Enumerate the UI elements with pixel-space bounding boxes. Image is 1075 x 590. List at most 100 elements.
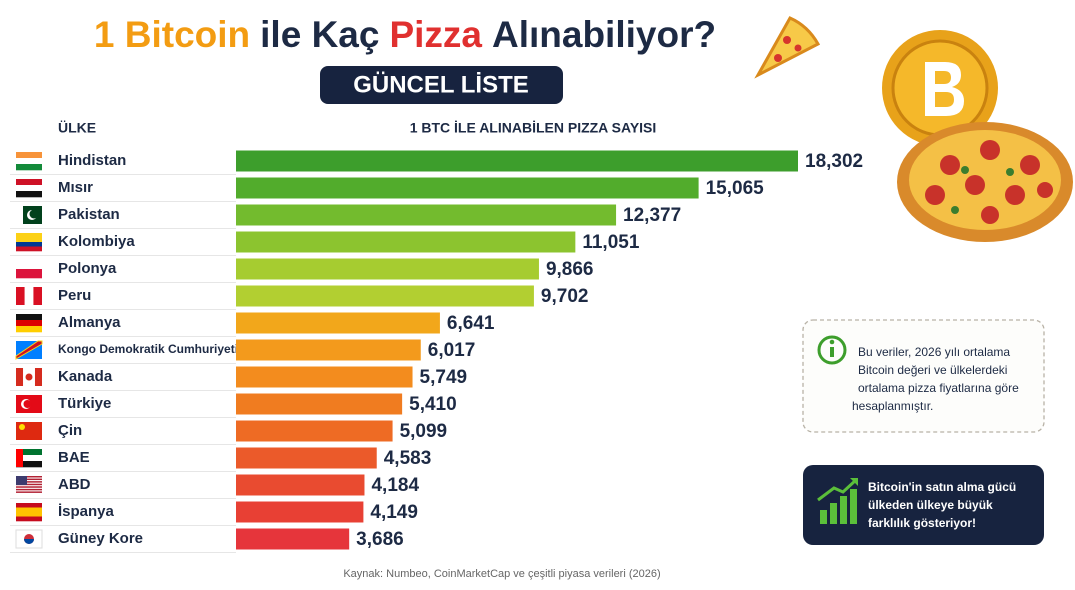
value-label: 5,099 (400, 421, 448, 442)
flag-stripe (16, 314, 42, 321)
growth-icon (817, 478, 858, 524)
flag-stripe (16, 237, 42, 243)
value-label: 9,702 (541, 286, 589, 307)
flag-stripe (16, 512, 42, 517)
flag-icon (16, 395, 42, 413)
flag-stripe (16, 488, 42, 491)
flag-part (16, 422, 42, 440)
value-label: 3,686 (356, 529, 404, 550)
flag-stripe (16, 179, 42, 186)
flag-part (23, 400, 32, 408)
bar (236, 447, 377, 469)
flag-part (34, 368, 42, 386)
flag-stripe (16, 185, 42, 192)
bar (236, 366, 413, 388)
flag-stripe (16, 320, 42, 327)
value-label: 18,302 (805, 151, 863, 172)
flag-stripe (16, 449, 42, 456)
callout-text: farklılık gösteriyor! (868, 516, 976, 530)
flag-icon (16, 503, 42, 522)
subtitle: GÜNCEL LİSTE (353, 71, 529, 98)
bar (236, 177, 699, 199)
flag-part (33, 287, 42, 305)
flag-icon (16, 179, 42, 198)
flag-part (25, 373, 33, 381)
flag-stripe (16, 481, 42, 483)
flag-stripe (16, 246, 42, 252)
category-header: ÜLKE (58, 120, 96, 136)
category-label: İspanya (58, 503, 115, 520)
bar (236, 474, 365, 496)
value-label: 12,377 (623, 205, 681, 226)
chart-title: 1 Bitcoin ile Kaç Pizza Alınabiliyor? (94, 14, 716, 55)
value-label: 9,866 (546, 259, 594, 280)
flag-stripe (16, 152, 42, 159)
value-header: 1 BTC İLE ALINABİLEN PIZZA SAYISI (410, 120, 657, 136)
flag-icon (16, 206, 42, 224)
flag-icon (15, 340, 43, 360)
title-part: 1 Bitcoin (94, 14, 250, 55)
title-part: ile Kaç (260, 14, 379, 55)
bar (236, 528, 350, 550)
category-label: Türkiye (58, 395, 111, 412)
title-part: Pizza (389, 14, 482, 55)
category-label: Kolombiya (58, 233, 135, 250)
note-text: ortalama pizza fiyatlarına göre (858, 381, 1019, 395)
flag-part (16, 287, 25, 305)
flag-part (16, 449, 23, 467)
flag-stripe (16, 233, 42, 238)
flag-stripe (16, 507, 42, 513)
subtitle-badge (320, 66, 563, 104)
flag-stripe (16, 483, 42, 486)
flag-icon (16, 233, 42, 252)
flag-stripe (16, 486, 42, 488)
flag-stripe (16, 476, 42, 478)
bar (236, 258, 539, 280)
category-label: Almanya (58, 314, 121, 331)
flag-part (24, 539, 34, 544)
flag-stripe (16, 491, 42, 493)
value-label: 4,184 (371, 475, 419, 496)
pizza-slice-icon (754, 16, 821, 79)
flag-icon (16, 314, 42, 333)
bar (236, 339, 421, 361)
value-label: 4,149 (370, 502, 418, 523)
value-label: 6,641 (447, 313, 495, 334)
category-label: Kongo Demokratik Cumhuriyeti (58, 342, 238, 356)
info-icon (817, 335, 847, 365)
note-text: Bitcoin değeri ve ülkelerdeki (858, 363, 1007, 377)
flag-stripe (16, 191, 42, 198)
value-label: 4,583 (384, 448, 432, 469)
category-label: Kanada (58, 368, 113, 385)
value-label: 15,065 (706, 178, 765, 199)
flag-icon (16, 152, 42, 171)
category-label: Peru (58, 287, 91, 304)
flag-stripe (16, 326, 42, 333)
category-label: Çin (58, 422, 82, 439)
flag-icon (16, 260, 42, 279)
bar (236, 501, 364, 523)
value-label: 6,017 (428, 340, 476, 361)
flag-stripe (16, 158, 42, 165)
flag-stripe (16, 242, 42, 247)
flag-icon (16, 449, 42, 468)
bar (236, 420, 393, 442)
bar (236, 150, 798, 172)
flag-part (16, 476, 27, 485)
category-label: ABD (58, 476, 91, 493)
note-text: hesaplanmıştır. (852, 399, 933, 413)
bar (236, 204, 617, 226)
flag-icon (16, 368, 42, 386)
category-label: Pakistan (58, 206, 120, 223)
flag-part (16, 368, 24, 386)
note-box (802, 319, 1045, 433)
callout-box (803, 465, 1044, 545)
source: Kaynak: Numbeo, CoinMarketCap ve çeşitli… (343, 568, 660, 580)
category-label: Mısır (58, 179, 93, 196)
callout-text: Bitcoin'in satın alma gücü (868, 480, 1016, 494)
flag-stripe (16, 164, 42, 171)
flag-icon (16, 287, 42, 305)
bar (236, 393, 403, 415)
value-label: 5,749 (420, 367, 468, 388)
